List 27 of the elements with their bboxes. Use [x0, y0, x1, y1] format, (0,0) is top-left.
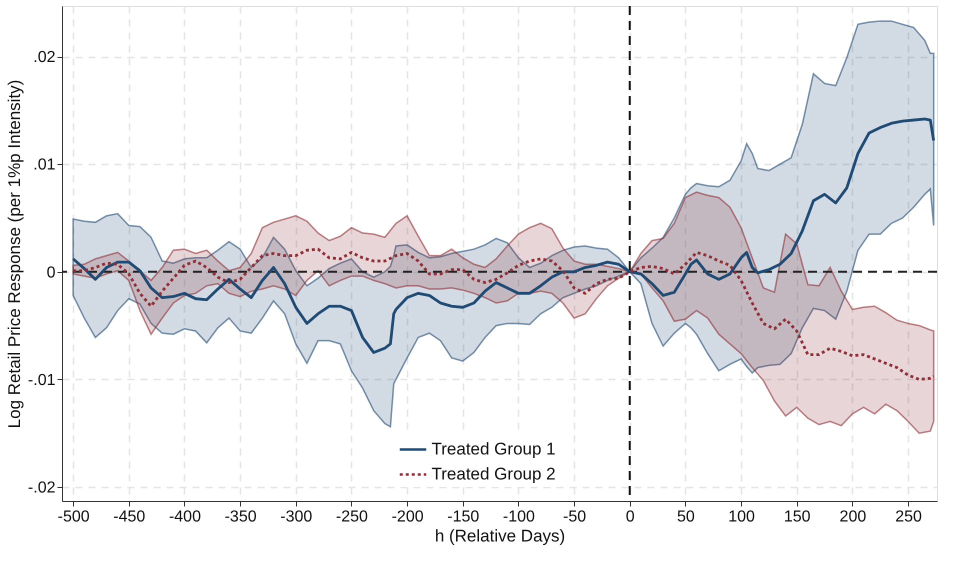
x-tick-label: -150 [447, 508, 480, 526]
legend-label: Treated Group 2 [432, 464, 556, 484]
x-tick-label: 100 [728, 508, 756, 526]
y-tick-label: .01 [33, 156, 56, 174]
x-tick-label: 0 [626, 508, 635, 526]
x-tick-label: -400 [168, 508, 202, 526]
x-tick-label: 150 [784, 508, 811, 526]
x-tick-label: 250 [895, 508, 922, 526]
y-tick-label: -.02 [28, 480, 56, 497]
legend-label: Treated Group 1 [432, 440, 556, 458]
x-tick-label: -100 [502, 508, 536, 526]
y-axis-title: Log Retail Price Response (per 1%p Intensity) [4, 80, 24, 428]
x-tick-label: -250 [336, 508, 368, 526]
x-tick-label: -350 [224, 508, 257, 526]
x-tick-label: -300 [280, 508, 312, 526]
y-tick-label: .02 [33, 49, 56, 66]
x-tick-label: 50 [677, 508, 695, 526]
y-tick-label: -.01 [28, 372, 56, 389]
line-series [72, 118, 936, 354]
x-tick-label: -200 [392, 508, 424, 526]
x-axis-title: h (Relative Days) [434, 526, 566, 546]
line-series [72, 248, 936, 381]
y-tick-label: 0 [46, 264, 56, 282]
x-tick-label: -500 [58, 508, 90, 526]
x-tick-label: -50 [563, 508, 586, 526]
x-tick-label: 200 [840, 508, 866, 526]
x-tick-label: -450 [113, 508, 146, 526]
